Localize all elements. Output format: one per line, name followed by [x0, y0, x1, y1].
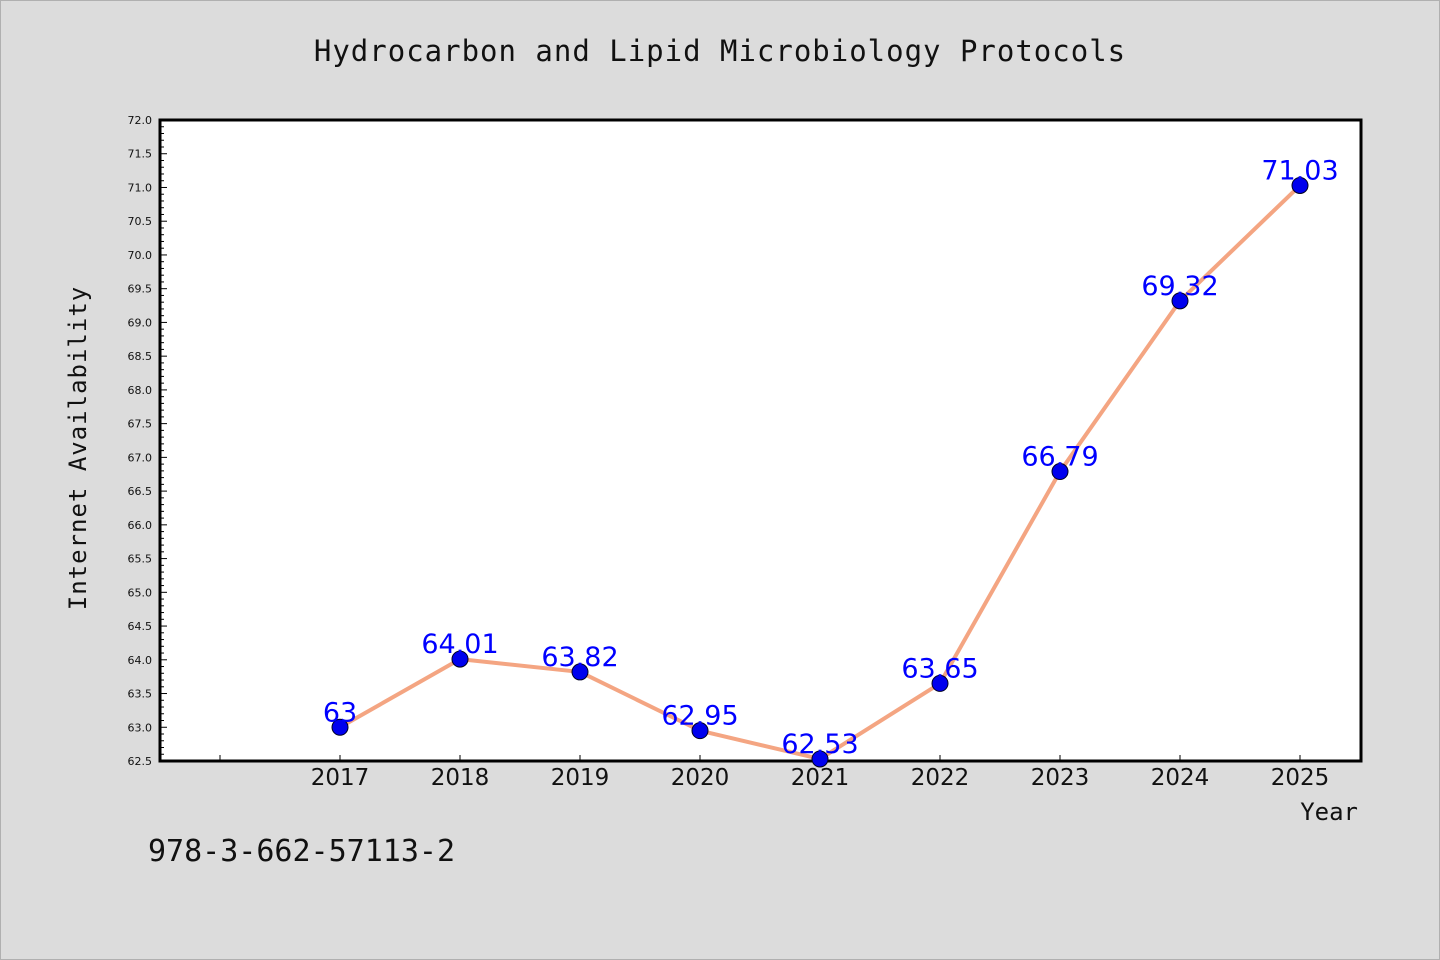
- plot-area: [158, 118, 1363, 763]
- data-point-marker: [811, 750, 829, 768]
- y-tick-label: 64.0: [128, 654, 153, 667]
- y-tick-label: 67.0: [128, 451, 153, 464]
- y-tick-label: 69.5: [128, 283, 153, 296]
- y-tick-label: 68.0: [128, 384, 153, 397]
- data-point-marker: [451, 650, 469, 668]
- x-tick-label: 2021: [791, 765, 850, 791]
- x-tick-label: 2017: [311, 765, 370, 791]
- data-point-marker: [571, 663, 589, 681]
- x-tick-label: 2019: [551, 765, 610, 791]
- data-label: 63.65: [901, 653, 978, 684]
- x-tick-label: 2022: [911, 765, 970, 791]
- data-point-marker: [331, 718, 349, 736]
- y-tick-label: 65.5: [128, 553, 153, 566]
- data-labels: 63 64.01 63.82 62.95 62.53 63.65 66.79 69.32 71.…: [323, 155, 1339, 760]
- y-tick-label: 62.5: [128, 755, 153, 768]
- y-axis: 62.5 63.0 63.5 64.0 64.5 65.0 65.5 66.0 66.5 67.0…: [128, 114, 167, 768]
- y-tick-label: 65.0: [128, 586, 153, 599]
- x-tick-label: 2020: [671, 765, 730, 791]
- data-point-marker: [931, 674, 949, 692]
- chart-title: Hydrocarbon and Lipid Microbiology Proto…: [313, 34, 1127, 68]
- data-label: 66.79: [1021, 442, 1098, 473]
- data-label: 63: [323, 697, 357, 728]
- data-point-marker: [1291, 176, 1309, 194]
- y-tick-label: 64.5: [128, 620, 153, 633]
- y-tick-label: 69.0: [128, 316, 153, 329]
- y-tick-label: 67.5: [128, 418, 153, 431]
- x-tick-label: 2025: [1271, 765, 1330, 791]
- y-tick-label: 63.5: [128, 688, 153, 701]
- isbn-text: 978-3-662-57113-2: [148, 834, 456, 869]
- data-label: 62.53: [781, 729, 858, 760]
- data-label: 71.03: [1261, 155, 1338, 186]
- y-tick-label: 63.0: [128, 721, 153, 734]
- y-tick-label: 70.0: [128, 249, 153, 262]
- y-axis-label: Internet Availability: [64, 286, 92, 610]
- y-tick-label: 68.5: [128, 350, 153, 363]
- y-tick-label: 71.5: [128, 148, 153, 161]
- x-tick-label: 2023: [1031, 765, 1090, 791]
- x-axis: 2017 2018 2019 2020 2021 2022 2023 2024 2025: [219, 755, 1330, 791]
- data-label: 69.32: [1141, 271, 1218, 302]
- y-tick-label: 71.0: [128, 181, 153, 194]
- y-tick-label: 66.0: [128, 519, 153, 532]
- x-tick-label: 2024: [1151, 765, 1210, 791]
- series-line: [331, 176, 1309, 768]
- y-tick-label: 66.5: [128, 485, 153, 498]
- data-label: 64.01: [421, 629, 498, 660]
- data-point-marker: [1171, 292, 1189, 310]
- data-point-marker: [691, 722, 709, 740]
- x-axis-label: Year: [1300, 798, 1358, 826]
- y-tick-label: 70.5: [128, 215, 153, 228]
- y-tick-label: 72.0: [128, 114, 153, 127]
- data-label: 62.95: [661, 701, 738, 732]
- data-label: 63.82: [541, 642, 618, 673]
- data-point-marker: [1051, 463, 1069, 481]
- x-tick-label: 2018: [431, 765, 490, 791]
